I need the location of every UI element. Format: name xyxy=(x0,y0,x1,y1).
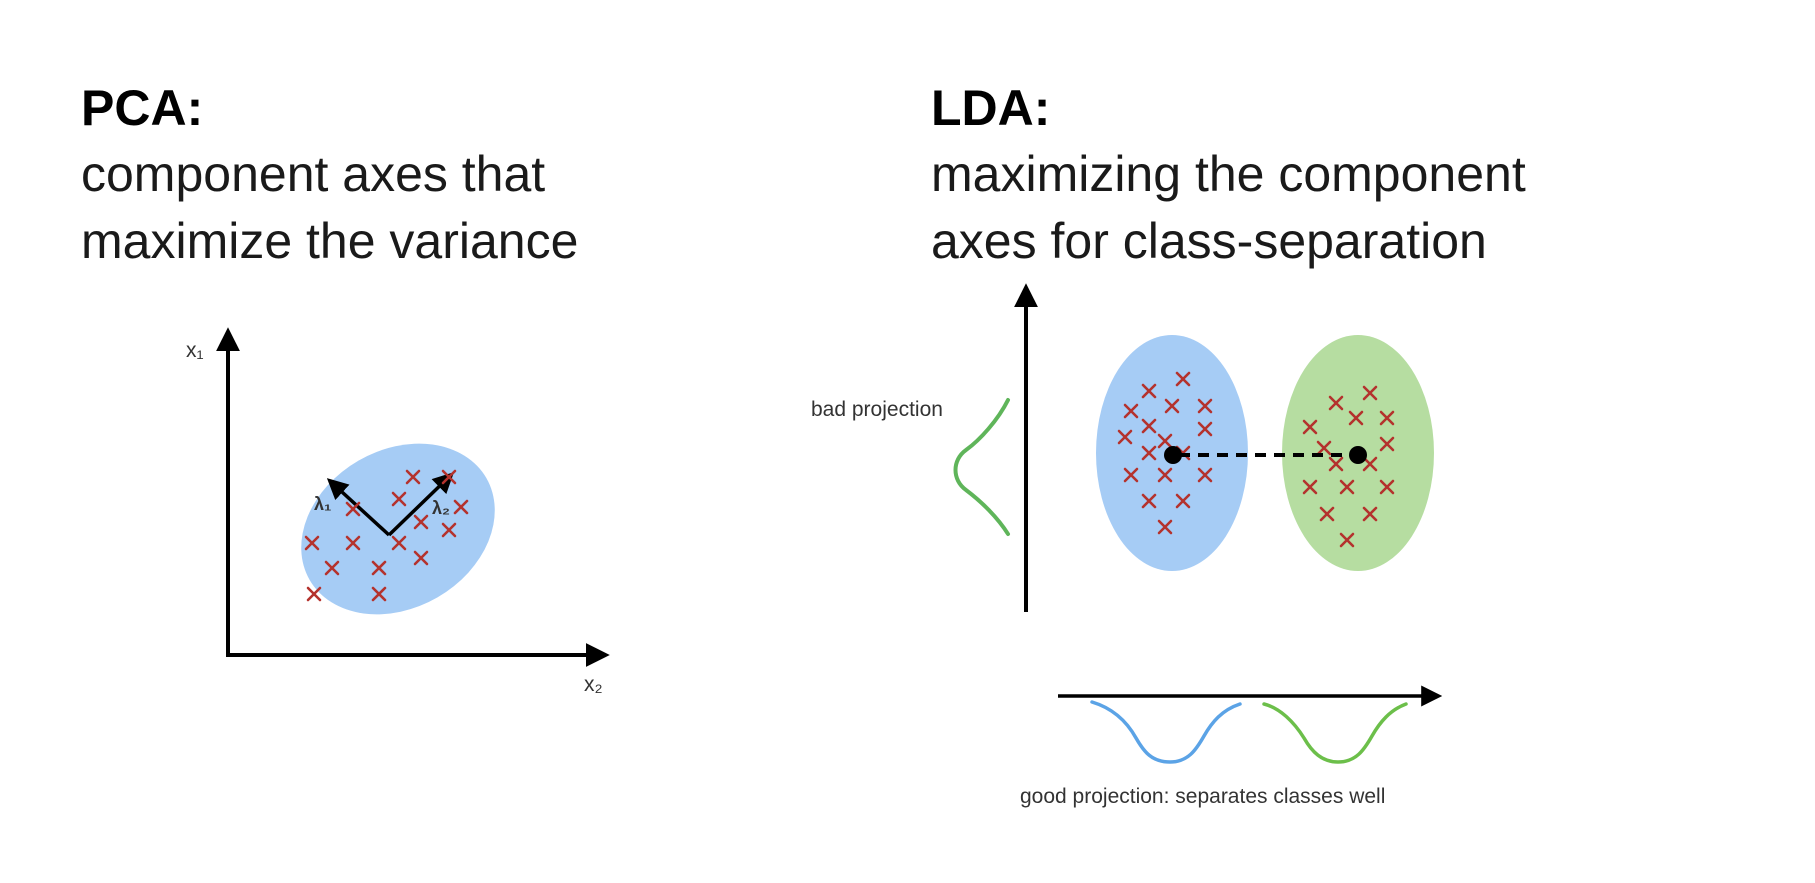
lda-point xyxy=(1117,429,1133,445)
lda-subtitle-line-2: axes for class-separation xyxy=(931,213,1487,269)
lda-point xyxy=(1362,456,1378,472)
pca-data-points xyxy=(304,469,469,602)
lda-point xyxy=(1379,436,1395,452)
lda-point xyxy=(1175,371,1191,387)
pca-point xyxy=(391,535,407,551)
pca-point xyxy=(441,469,457,485)
lda-point xyxy=(1141,493,1157,509)
pca-point xyxy=(345,535,361,551)
pca-point xyxy=(413,550,429,566)
pca-subtitle-line-1: component axes that xyxy=(81,146,546,202)
lda-point xyxy=(1157,467,1173,483)
lda-good-projection-label: good projection: separates classes well xyxy=(1020,785,1385,808)
lda-point xyxy=(1141,383,1157,399)
pca-point xyxy=(405,469,421,485)
lda-bad-projection-label: bad projection xyxy=(811,398,943,421)
lda-point xyxy=(1379,479,1395,495)
lda-point xyxy=(1123,403,1139,419)
lda-point xyxy=(1164,398,1180,414)
lda-point xyxy=(1302,479,1318,495)
lda-point xyxy=(1197,467,1213,483)
lda-class-b-mean xyxy=(1349,446,1367,464)
pca-title: PCA: xyxy=(81,80,204,136)
lda-point xyxy=(1339,479,1355,495)
pca-eigen-label-1: λ₁ xyxy=(314,494,331,514)
lda-point xyxy=(1157,433,1173,449)
lda-subtitle-line-1: maximizing the component xyxy=(931,146,1526,202)
lda-point xyxy=(1328,395,1344,411)
lda-point xyxy=(1302,419,1318,435)
lda-point xyxy=(1175,493,1191,509)
pca-point xyxy=(324,560,340,576)
pca-point xyxy=(453,499,469,515)
pca-point xyxy=(413,514,429,530)
lda-title: LDA: xyxy=(931,80,1051,136)
lda-point xyxy=(1123,467,1139,483)
lda-subtitle: maximizing the component axes for class-… xyxy=(931,141,1526,275)
lda-panel: LDA: maximizing the component axes for c… xyxy=(811,0,1815,883)
lda-point xyxy=(1379,410,1395,426)
lda-point xyxy=(1362,506,1378,522)
lda-point xyxy=(1328,456,1344,472)
lda-point xyxy=(1362,385,1378,401)
pca-point xyxy=(306,586,322,602)
lda-point xyxy=(1141,418,1157,434)
lda-diagram: bad projection xyxy=(811,283,1443,808)
lda-point xyxy=(1197,421,1213,437)
lda-bad-projection-curve xyxy=(953,398,1010,536)
lda-good-projection-curve-a xyxy=(1090,700,1242,764)
pca-point xyxy=(345,501,361,517)
pca-point xyxy=(304,535,320,551)
lda-point xyxy=(1141,445,1157,461)
pca-eigen-label-2: λ₂ xyxy=(432,498,450,518)
pca-panel: PCA: component axes that maximize the va… xyxy=(0,0,860,883)
pca-axis-label-x2: x₂ xyxy=(584,673,603,696)
pca-point xyxy=(371,586,387,602)
lda-point xyxy=(1197,398,1213,414)
lda-class-a-mean xyxy=(1164,446,1182,464)
pca-eigenvector-1 xyxy=(326,478,391,537)
pca-data-cloud xyxy=(301,443,495,615)
pca-point xyxy=(371,560,387,576)
pca-diagram: x₁ x₂ λ₁ λ₂ xyxy=(186,327,610,696)
lda-class-b-points xyxy=(1302,385,1395,548)
pca-point xyxy=(441,522,457,538)
lda-point xyxy=(1157,519,1173,535)
pca-subtitle-line-2: maximize the variance xyxy=(81,213,579,269)
pca-axis-label-x1: x₁ xyxy=(186,339,204,362)
lda-point xyxy=(1316,440,1332,456)
pca-point xyxy=(391,491,407,507)
pca-eigenvector-2 xyxy=(387,472,455,537)
lda-point xyxy=(1319,506,1335,522)
lda-point xyxy=(1348,410,1364,426)
pca-subtitle: component axes that maximize the varianc… xyxy=(81,141,578,275)
lda-point xyxy=(1339,532,1355,548)
lda-good-projection-curve-b xyxy=(1262,702,1408,764)
